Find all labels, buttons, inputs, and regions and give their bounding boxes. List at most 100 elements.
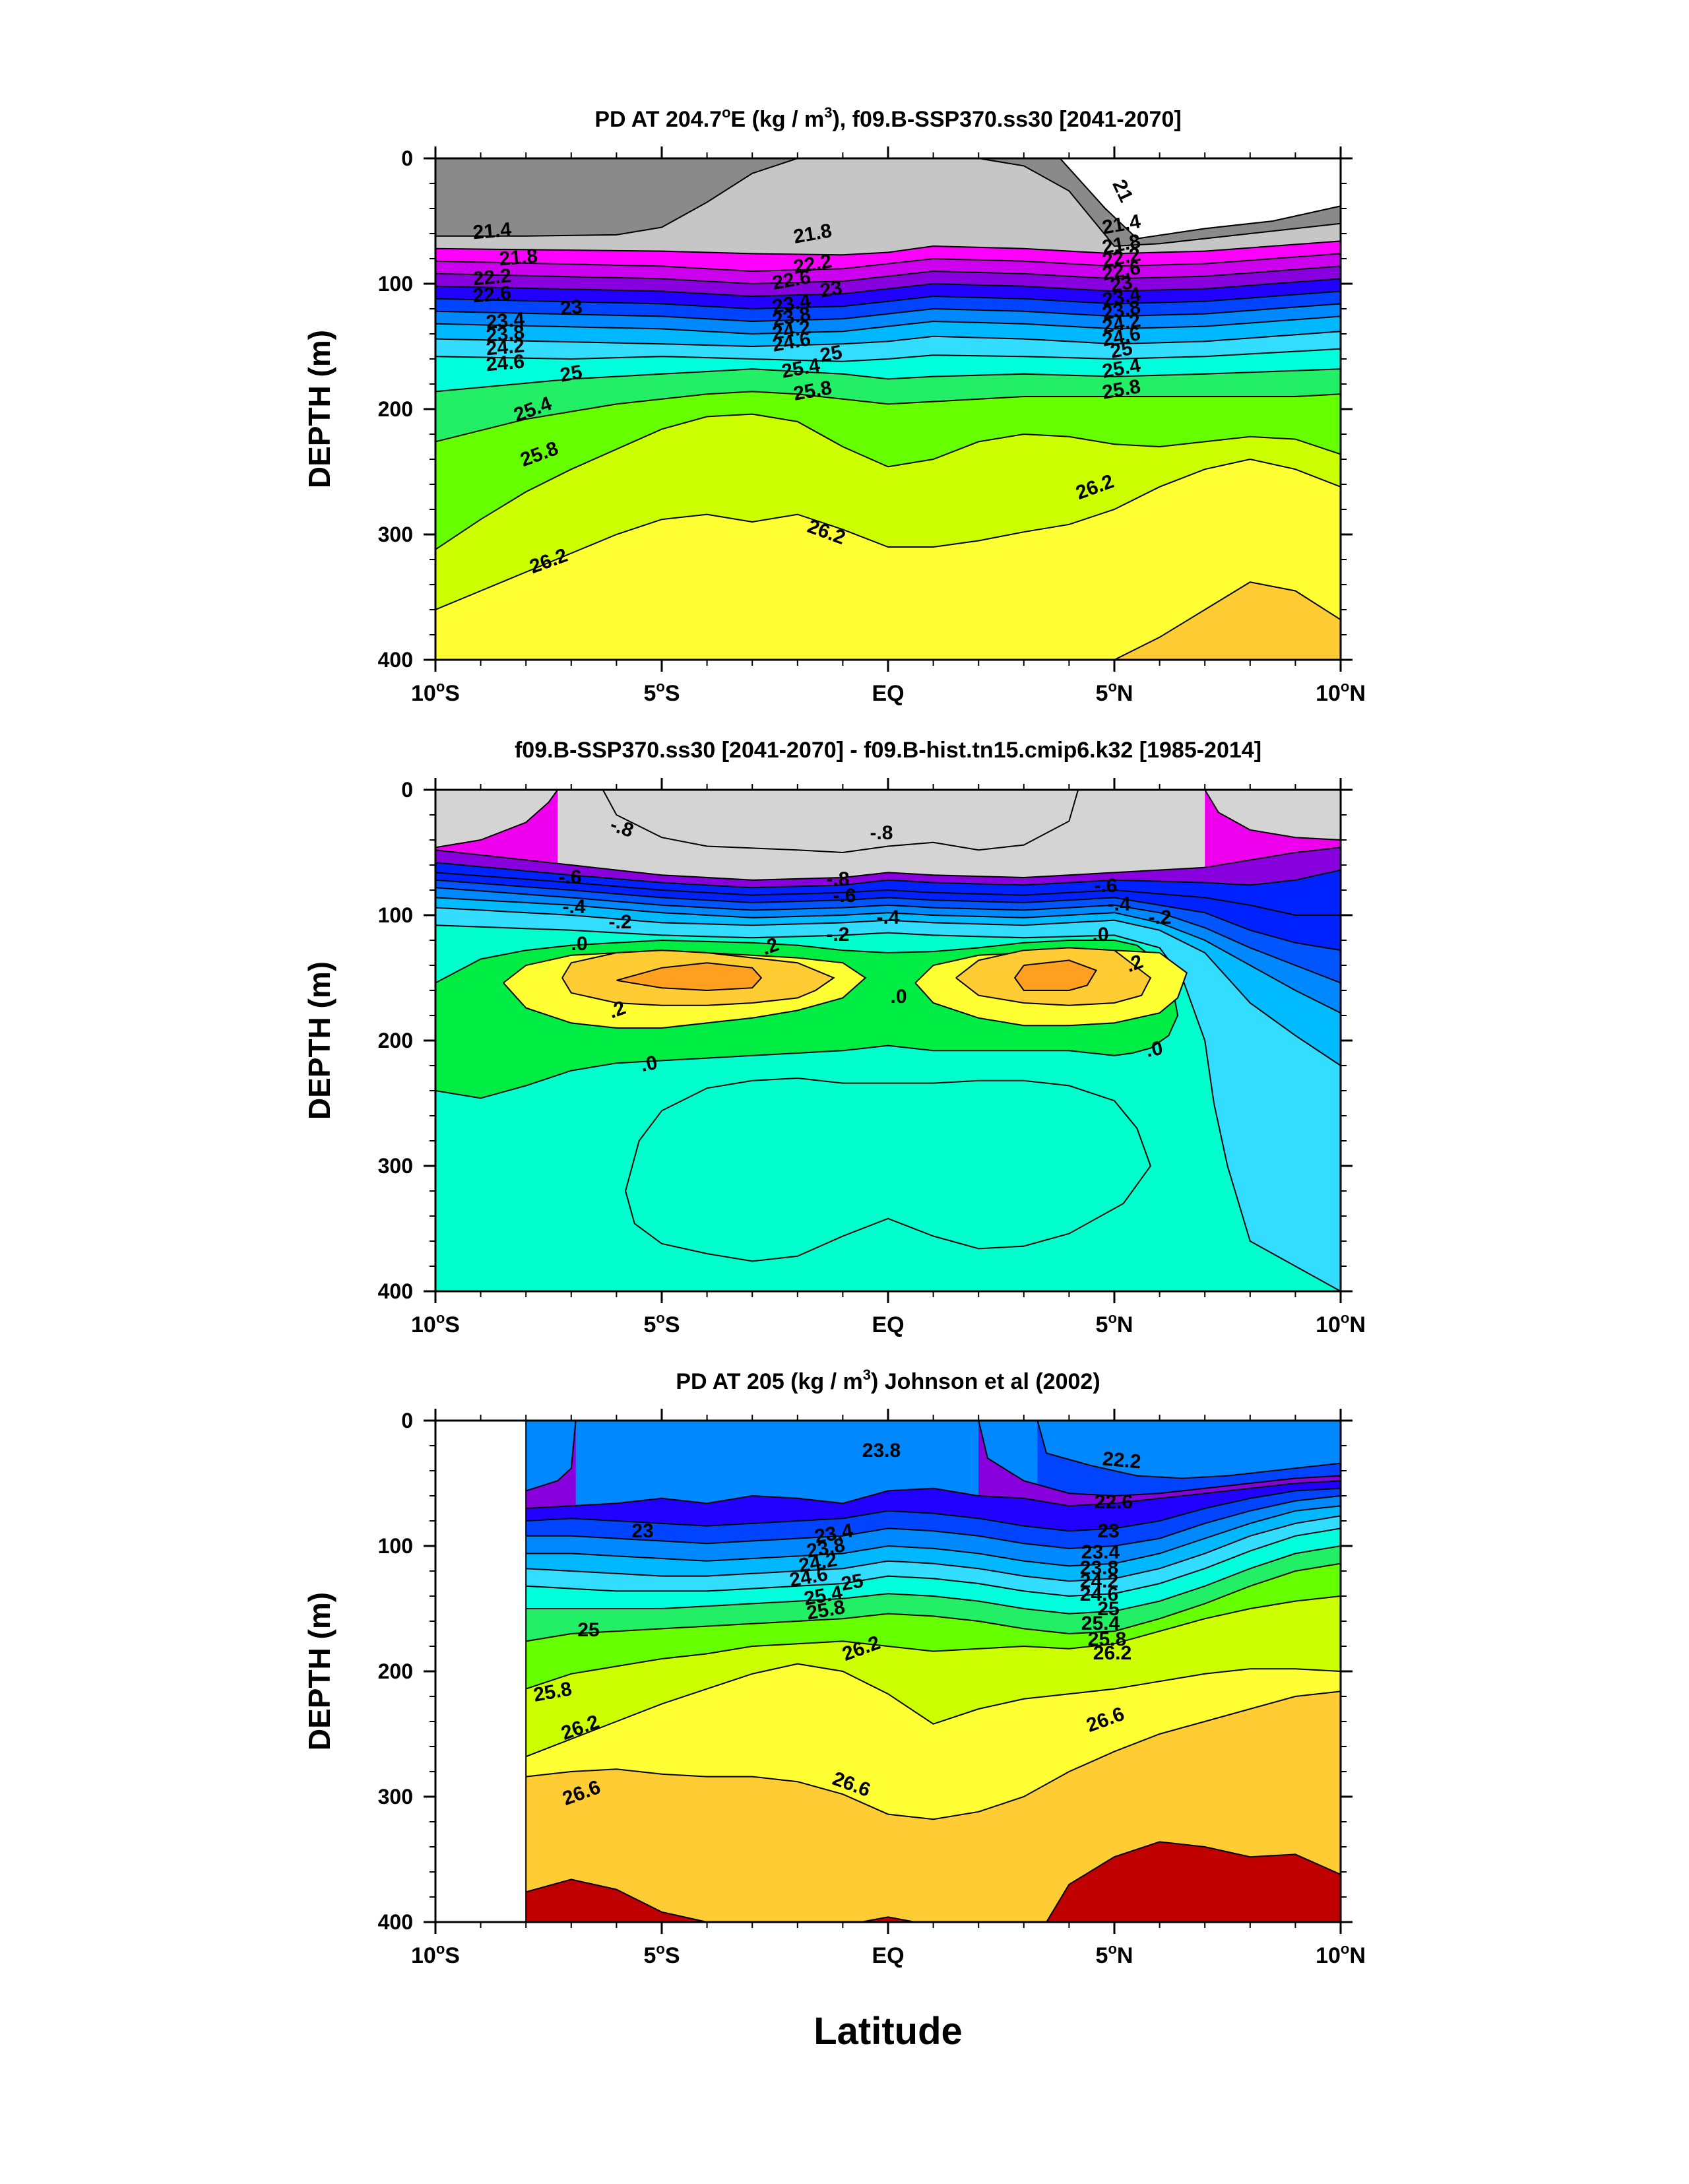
- y-tick-label: 100: [378, 272, 413, 296]
- contour-line--0.8: [435, 847, 1341, 881]
- contour-line-25.4: [435, 368, 1341, 393]
- contour-fill-27.4: [860, 1917, 916, 1922]
- contour-line-0.3: [1013, 959, 1098, 991]
- contour-fill-0.3: [616, 963, 761, 990]
- panel-1-contours: [435, 158, 1341, 660]
- contour-label: -.6: [558, 866, 581, 888]
- contour-line-21.4: [435, 158, 1341, 247]
- panel-1: PD AT 204.7oE (kg / m3), f09.B-SSP370.ss…: [302, 104, 1366, 706]
- contour-line-24.2: [435, 315, 1341, 335]
- panel-2-title: f09.B-SSP370.ss30 [2041-2070] - f09.B-hi…: [515, 738, 1261, 763]
- contour-label: 23: [631, 1520, 653, 1542]
- contour-line--0.5: [435, 879, 1341, 951]
- y-tick-label: 400: [378, 1279, 413, 1303]
- contour-line--1.0: [435, 790, 559, 849]
- contour-line-22.2: [1036, 1421, 1341, 1479]
- contour-fill-white-region: [978, 158, 1341, 240]
- contour-label: 24.2: [1080, 1570, 1118, 1592]
- contour-line-27.4: [860, 1916, 916, 1922]
- contour-label: 23: [559, 296, 583, 320]
- panel-1-contour-labels: 2121.421.822.222.62323.423.824.224.62525…: [472, 176, 1142, 578]
- contour-label: 25: [818, 341, 844, 366]
- contour-label: .0: [890, 986, 907, 1008]
- contour-line-25.4: [526, 1545, 1341, 1615]
- contour-fill--0.1: [625, 1078, 1151, 1262]
- contour-label: -.2: [826, 924, 849, 946]
- contour-label: -.2: [1148, 907, 1171, 928]
- contour-line--0.1: [435, 924, 1341, 1291]
- contour-label: 23.8: [485, 321, 525, 346]
- contour-line-21.8: [435, 240, 1341, 256]
- contour-label: 25: [558, 361, 584, 386]
- contour-label: 21.8: [498, 245, 538, 270]
- contour-label: -.6: [1094, 875, 1117, 897]
- contour-line-26.2: [435, 413, 1341, 550]
- contour-line-23.8: [435, 303, 1341, 323]
- x-tick-label: 5oS: [643, 678, 680, 706]
- y-tick-label: 0: [401, 146, 413, 170]
- contour-line-24.6: [526, 1515, 1341, 1582]
- contour-line-25.0: [526, 1527, 1341, 1597]
- x-tick-label: 10oS: [411, 678, 460, 706]
- contour-line--0.9: [602, 790, 1079, 854]
- contour-label: .0: [1145, 1037, 1164, 1062]
- contour-line-27.0: [526, 1690, 1341, 1820]
- contour-label: 25: [1097, 1598, 1119, 1620]
- x-tick-label: EQ: [872, 681, 904, 706]
- contour-line-25.8: [435, 391, 1341, 443]
- contour-line-23.4: [526, 1487, 1341, 1532]
- contour-label: .0: [639, 1052, 659, 1076]
- contour-line-26.2: [525, 1595, 1341, 1690]
- panel-3-title: PD AT 205 (kg / m3) Johnson et al (2002): [676, 1366, 1100, 1394]
- contour-line-27.4: [1046, 1841, 1341, 1922]
- panel-2: f09.B-SSP370.ss30 [2041-2070] - f09.B-hi…: [302, 738, 1366, 1337]
- contour-label: -.8: [826, 868, 849, 890]
- contour-line--0.2: [435, 907, 1341, 1066]
- contour-line-27.0: [1114, 581, 1341, 660]
- panel-3-axes: 0 100 200 300 400 10oS 5oS EQ 5oN 10oN: [378, 1409, 1366, 1968]
- contour-line-24.6: [435, 331, 1341, 348]
- panel-2-contour-labels: -.8 -.8-.6-.4-.2.0.2.0-.8-.6-.4-.2.2.0-.6…: [558, 814, 1171, 1076]
- contour-label: 23: [1108, 271, 1134, 296]
- x-tick-label: EQ: [872, 1943, 904, 1968]
- contour-line-23.8: [526, 1495, 1341, 1549]
- panel-2-axes: 0 100 200 300 400 10oS 5oS EQ 5oN 10oN: [378, 778, 1366, 1337]
- contour-label: 25: [839, 1570, 865, 1595]
- y-tick-label: 300: [378, 1154, 413, 1178]
- figure-xlabel: Latitude: [813, 2010, 963, 2053]
- contour-label: 25.8: [1088, 1628, 1126, 1650]
- x-tick-label: 10oS: [411, 1941, 460, 1968]
- x-tick-label: 10oN: [1316, 1941, 1366, 1968]
- contour-line-23.4: [435, 290, 1341, 310]
- contour-line-25.0: [435, 348, 1341, 362]
- y-tick-label: 200: [378, 1659, 413, 1683]
- y-tick-label: 400: [378, 1910, 413, 1934]
- y-tick-label: 400: [378, 648, 413, 672]
- panel-1-title: PD AT 204.7oE (kg / m3), f09.B-SSP370.ss…: [594, 104, 1181, 132]
- x-tick-label: 5oS: [643, 1310, 680, 1337]
- y-tick-label: 300: [378, 523, 413, 546]
- contour-line-22.6: [978, 1421, 1341, 1497]
- contour-line-0.3: [616, 962, 763, 992]
- y-tick-label: 0: [401, 1409, 413, 1432]
- y-tick-label: 0: [401, 778, 413, 802]
- contour-line-27.4: [525, 1879, 707, 1922]
- contour-line-22.2: [435, 253, 1341, 273]
- panel-3-ylabel: DEPTH (m): [302, 1592, 336, 1750]
- x-tick-label: 5oN: [1096, 1310, 1133, 1337]
- contour-fill-27.4: [1046, 1842, 1341, 1922]
- panel-2-ylabel: DEPTH (m): [302, 961, 336, 1120]
- contour-line-22.6: [435, 265, 1341, 285]
- x-tick-label: 10oN: [1316, 678, 1366, 706]
- contour-label: 23: [1097, 1520, 1119, 1542]
- contour-label: 24.6: [1080, 1584, 1118, 1605]
- contour-label: 24.2: [485, 335, 525, 360]
- contour-line-24.2: [526, 1505, 1341, 1567]
- panel-2-contours: [435, 790, 1341, 1291]
- contour-line-0.1: [914, 949, 1188, 1027]
- panel-1-ylabel: DEPTH (m): [302, 330, 336, 488]
- contour-label: 23.8: [1080, 1557, 1118, 1579]
- contour-label: 25.4: [1081, 1613, 1120, 1634]
- contour-label: 22.2: [1102, 1448, 1142, 1473]
